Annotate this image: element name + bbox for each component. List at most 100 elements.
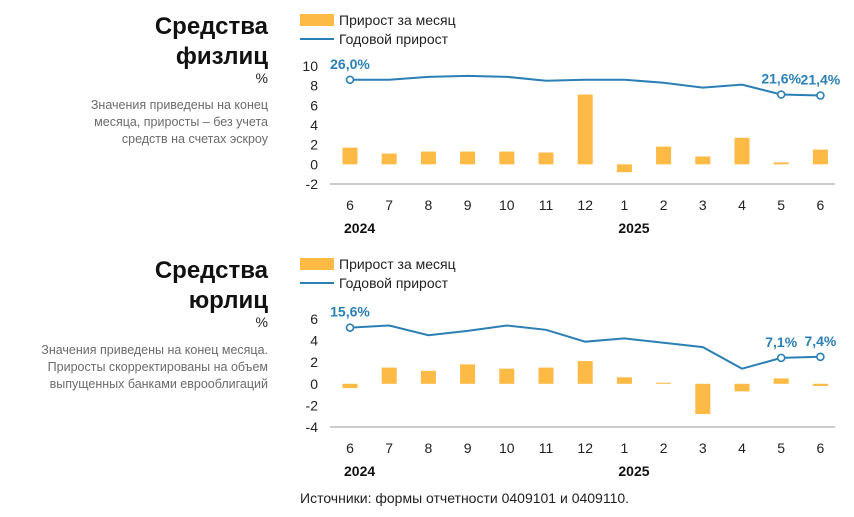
- source-note: Источники: формы отчетности 0409101 и 04…: [300, 490, 630, 506]
- line-series: [349, 324, 821, 370]
- panel1-title: Средства физлиц: [155, 12, 268, 72]
- x-tick-label: 9: [464, 197, 472, 213]
- legend-bar-swatch: [300, 257, 334, 270]
- line-point-marker: [345, 323, 355, 332]
- panel2-unit: %: [255, 314, 268, 330]
- legend-line-label: Годовой прирост: [339, 30, 449, 47]
- x-tick-label: 1: [621, 197, 629, 213]
- y-tick-label: 6: [310, 311, 318, 327]
- bar: [499, 151, 515, 165]
- x-tick-label: 7: [385, 197, 393, 213]
- x-tick-label: 12: [577, 440, 593, 456]
- bar: [616, 377, 632, 384]
- bar: [381, 153, 397, 165]
- legend-bar-label: Прирост за месяц: [339, 255, 456, 272]
- x-tick-label: 8: [425, 440, 433, 456]
- bar: [656, 382, 672, 384]
- panel1-note: Значения приведены на конец месяца, прир…: [91, 97, 268, 148]
- year-label: 2025: [618, 220, 649, 236]
- panel2-title-line2: юрлиц: [188, 287, 268, 314]
- x-tick-label: 2: [660, 197, 668, 213]
- bar: [656, 146, 672, 165]
- panel1-legend: Прирост за месяц Годовой прирост: [300, 10, 456, 48]
- bar: [538, 367, 554, 384]
- x-tick-label: 3: [699, 440, 707, 456]
- bar: [342, 147, 358, 165]
- x-tick-label: 11: [539, 440, 554, 456]
- bar: [734, 383, 750, 392]
- data-label: 7,1%: [765, 334, 797, 350]
- bar: [460, 364, 476, 384]
- bar: [695, 156, 711, 165]
- x-tick-label: 2: [660, 440, 668, 456]
- data-label: 21,6%: [761, 71, 801, 87]
- bar: [812, 149, 828, 165]
- x-tick-label: 3: [699, 197, 707, 213]
- bar: [773, 378, 789, 384]
- x-tick-label: 1: [621, 440, 629, 456]
- line-series: [350, 74, 821, 97]
- bar: [499, 368, 515, 384]
- panel1-note-line: месяца, приросты – без учета: [94, 115, 268, 129]
- panel2-title-line1: Средства: [154, 257, 268, 284]
- x-tick-label: 10: [499, 440, 515, 456]
- x-tick-label: 6: [817, 440, 825, 456]
- panel1-note-line: средств на счетах эскроу: [121, 132, 268, 146]
- bar: [773, 162, 789, 165]
- x-tick-label: 5: [777, 440, 785, 456]
- x-tick-label: 6: [346, 440, 354, 456]
- y-tick-label: -2: [306, 397, 319, 413]
- x-tick-label: 6: [817, 197, 825, 213]
- bar: [734, 137, 750, 165]
- panel2-note: Значения приведены на конец месяца. Прир…: [41, 342, 268, 393]
- data-label: 26,0%: [330, 56, 370, 72]
- x-tick-label: 9: [464, 440, 472, 456]
- y-tick-label: 8: [310, 78, 318, 94]
- panel2-title: Средства юрлиц: [155, 256, 268, 316]
- legend-line-swatch: [300, 37, 334, 40]
- y-tick-label: 6: [310, 97, 318, 113]
- legend-bar-swatch: [300, 13, 334, 26]
- legend-line-label: Годовой прирост: [339, 274, 449, 291]
- line-point-marker: [816, 352, 825, 362]
- x-tick-label: 5: [777, 197, 785, 213]
- legend-item-line: Годовой прирост: [300, 273, 456, 292]
- x-tick-label: 12: [577, 197, 593, 213]
- panel2-note-line: Приросты скорректированы на объем: [47, 360, 268, 374]
- data-label: 7,4%: [804, 333, 836, 349]
- bar: [538, 152, 554, 165]
- bar: [812, 383, 828, 386]
- legend-item-bar: Прирост за месяц: [300, 10, 456, 29]
- year-label: 2024: [344, 220, 375, 236]
- line-point-marker: [776, 90, 786, 99]
- bar: [577, 361, 593, 384]
- bar: [577, 94, 593, 165]
- panel1-unit: %: [255, 70, 268, 86]
- panel2-note-line: Значения приведены на конец месяца.: [41, 343, 268, 357]
- legend-bar-label: Прирост за месяц: [339, 11, 456, 28]
- y-tick-label: 10: [302, 58, 318, 74]
- x-tick-label: 7: [385, 440, 393, 456]
- bar: [381, 367, 397, 384]
- y-tick-label: 2: [310, 137, 318, 153]
- panel1-title-line2: физлиц: [175, 43, 268, 70]
- data-label: 21,4%: [801, 72, 841, 88]
- panel2-legend: Прирост за месяц Годовой прирост: [300, 254, 456, 292]
- bar: [420, 151, 436, 165]
- year-label: 2025: [618, 463, 649, 479]
- x-tick-label: 11: [539, 197, 554, 213]
- bar: [695, 383, 711, 415]
- y-tick-label: 0: [310, 376, 318, 392]
- x-tick-label: 10: [499, 197, 515, 213]
- legend-item-line: Годовой прирост: [300, 29, 456, 48]
- line-point-marker: [816, 91, 825, 100]
- line-point-marker: [776, 353, 786, 363]
- y-tick-label: 2: [310, 354, 318, 370]
- x-tick-label: 6: [346, 197, 354, 213]
- panel2-note-line: выпущенных банками еврооблигаций: [49, 377, 268, 391]
- y-tick-label: 4: [310, 117, 318, 133]
- data-label: 15,6%: [330, 304, 370, 320]
- legend-item-bar: Прирост за месяц: [300, 254, 456, 273]
